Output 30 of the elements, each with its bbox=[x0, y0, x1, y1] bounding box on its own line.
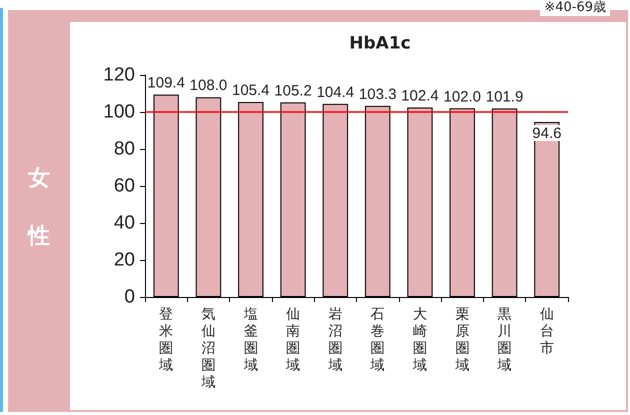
data-label: 105.2 bbox=[274, 82, 312, 100]
data-label: 103.3 bbox=[358, 86, 396, 103]
y-tick-label: 20 bbox=[114, 250, 135, 270]
x-tick-label: 栗原圏域 bbox=[454, 306, 470, 372]
data-label: 102.0 bbox=[443, 88, 482, 106]
text: 女性 bbox=[28, 166, 50, 249]
data-label: 102.4 bbox=[401, 88, 439, 105]
data-label: 109.4 bbox=[147, 74, 185, 92]
x-tick-label: 塩釜圏域 bbox=[242, 306, 258, 372]
x-tick-label: 岩沼圏域 bbox=[327, 306, 342, 372]
data-label: 104.4 bbox=[316, 84, 354, 101]
data-label: 105.4 bbox=[232, 82, 270, 100]
x-tick-label: 石巻圏域 bbox=[370, 306, 385, 372]
y-tick-label: 80 bbox=[114, 138, 135, 160]
x-tick-label: 気仙沼圏域 bbox=[200, 306, 216, 390]
y-tick-label: 40 bbox=[114, 212, 135, 234]
x-tick-label: 仙南圏域 bbox=[285, 306, 300, 372]
x-tick-label: 登米圏域 bbox=[158, 306, 174, 372]
y-tick-label: 60 bbox=[114, 176, 135, 196]
y-tick-label: 0 bbox=[124, 286, 135, 308]
data-label: 94.6 bbox=[532, 124, 562, 142]
x-tick-label: 大崎圏域 bbox=[412, 306, 427, 372]
data-label: 101.9 bbox=[486, 88, 524, 106]
chart-title: HbA1c bbox=[349, 34, 411, 54]
x-tick-label: 仙台市 bbox=[540, 306, 554, 356]
x-tick-label: 黒川圏域 bbox=[496, 306, 512, 372]
data-label: 108.0 bbox=[190, 77, 228, 94]
text: ※40-69歳 bbox=[540, 0, 610, 16]
y-tick-label: 120 bbox=[103, 64, 135, 86]
y-tick-label: 100 bbox=[103, 102, 135, 122]
